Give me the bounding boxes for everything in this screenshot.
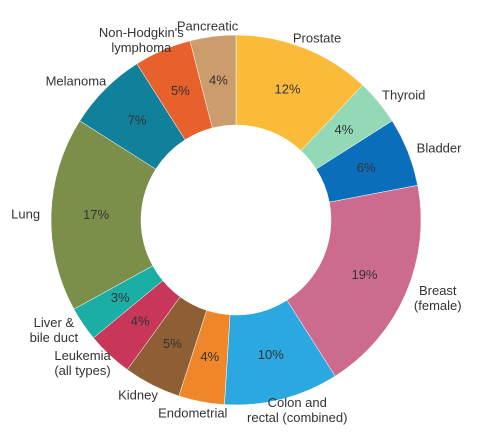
value-label: 5% <box>171 83 190 98</box>
value-label: 12% <box>275 81 301 96</box>
value-label: 3% <box>111 290 130 305</box>
value-label: 7% <box>128 112 147 127</box>
category-label: Prostate <box>292 30 342 46</box>
category-label: Endometrial <box>158 405 228 421</box>
category-label: Bladder <box>416 140 462 156</box>
category-label: Non-Hodgkin's lymphoma <box>98 25 184 56</box>
category-label: Melanoma <box>45 73 107 89</box>
value-label: 10% <box>258 347 284 362</box>
value-label: 17% <box>83 207 109 222</box>
value-label: 4% <box>209 73 228 88</box>
donut-slice <box>50 120 157 310</box>
category-label: Pancreatic <box>176 18 239 34</box>
value-label: 4% <box>131 313 150 328</box>
category-label: Thyroid <box>382 87 426 103</box>
value-label: 5% <box>163 336 182 351</box>
category-label: Colon and rectal (combined) <box>247 394 348 425</box>
value-label: 4% <box>200 349 219 364</box>
category-label: Breast (female) <box>413 282 462 313</box>
value-label: 4% <box>334 122 353 137</box>
category-label: Leukemia (all types) <box>54 347 111 378</box>
category-label: Liver & bile duct <box>29 315 79 346</box>
value-label: 6% <box>357 160 376 175</box>
category-label: Lung <box>11 206 41 222</box>
donut-slice <box>189 34 237 129</box>
donut-slice <box>286 185 422 377</box>
category-label: Kidney <box>118 387 158 403</box>
value-label: 19% <box>351 267 377 282</box>
